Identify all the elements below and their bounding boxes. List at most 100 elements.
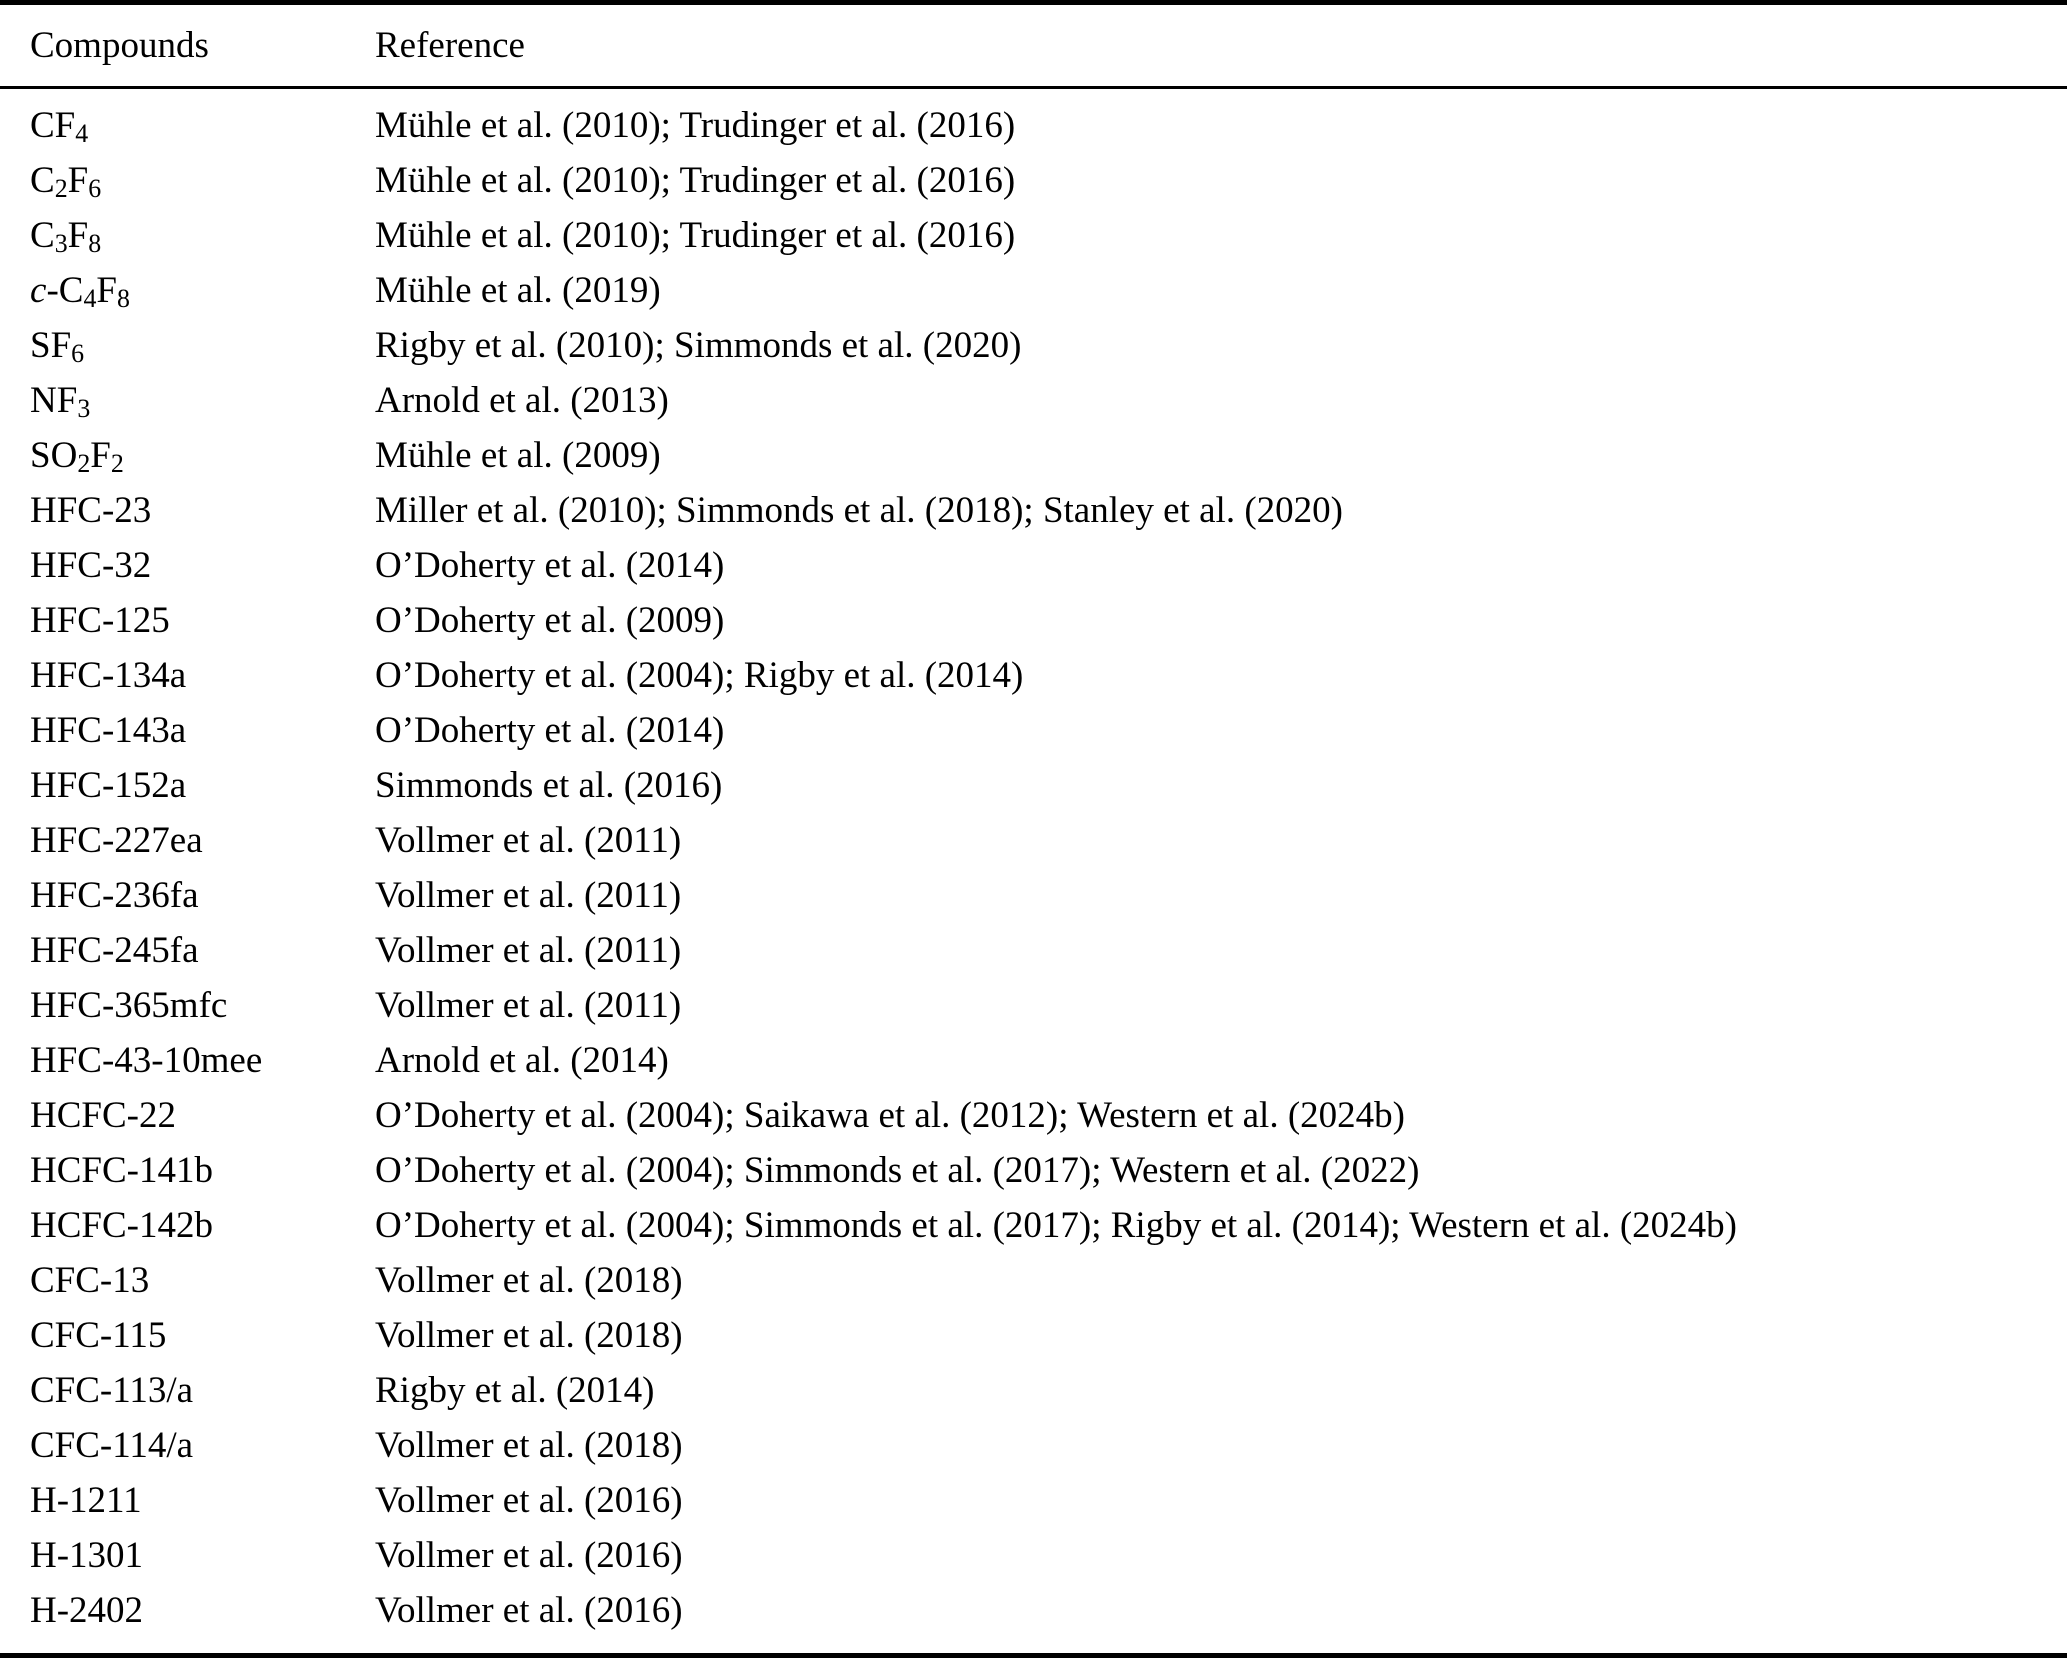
reference-cell: Arnold et al. (2013) [375,380,669,421]
reference-cell: O’Doherty et al. (2014) [375,545,725,586]
compound-cell: CFC-13 [30,1259,375,1302]
reference-cell: Mühle et al. (2009) [375,435,661,476]
compound-subscript: 8 [116,283,130,313]
reference-cell: Mühle et al. (2019) [375,270,661,311]
reference-cell: Arnold et al. (2014) [375,1040,669,1081]
reference-cell: Vollmer et al. (2011) [375,820,682,861]
compound-cell: CFC-114/a [30,1424,375,1467]
compound-text: CF [30,105,76,146]
table-row: HCFC-141b O’Doherty et al. (2004); Simmo… [0,1143,2067,1198]
compound-text: HFC-365mfc [30,985,228,1026]
compound-subscript: 3 [77,393,91,423]
compound-cell: H-2402 [30,1589,375,1632]
compound-cell: c-C4F8 [30,269,375,313]
compound-subscript: 2 [54,173,68,203]
compound-text: HFC-152a [30,765,187,806]
table-row: HCFC-22 O’Doherty et al. (2004); Saikawa… [0,1088,2067,1143]
compound-text: HFC-134a [30,655,187,696]
reference-cell: O’Doherty et al. (2009) [375,600,725,641]
column-header-reference: Reference [375,25,525,66]
compound-subscript: 4 [83,283,97,313]
compound-cell: C2F6 [30,159,375,203]
compound-text: HFC-32 [30,545,152,586]
compound-cell: SO2F2 [30,434,375,478]
compound-text: -C [46,270,84,311]
reference-cell: Simmonds et al. (2016) [375,765,723,806]
table-row: HFC-236fa Vollmer et al. (2011) [0,868,2067,923]
compound-text: F [96,270,117,311]
table-row: CFC-114/a Vollmer et al. (2018) [0,1418,2067,1473]
table-row: C2F6 Mühle et al. (2010); Trudinger et a… [0,153,2067,208]
reference-cell: Mühle et al. (2010); Trudinger et al. (2… [375,215,1016,256]
compound-text: c [30,270,47,311]
compound-cell: HCFC-22 [30,1094,375,1137]
compound-cell: HFC-43-10mee [30,1039,375,1082]
compound-cell: HFC-152a [30,764,375,807]
table-row: CFC-115 Vollmer et al. (2018) [0,1308,2067,1363]
compound-text: F [67,160,89,201]
compound-text: HFC-143a [30,710,187,751]
compound-text: H-1211 [30,1480,142,1521]
compound-text: F [90,435,111,476]
compound-text: HFC-236fa [30,875,199,916]
compound-subscript: 2 [110,448,124,478]
reference-cell: O’Doherty et al. (2014) [375,710,725,751]
compound-cell: NF3 [30,379,375,423]
compound-subscript: 2 [77,448,91,478]
compound-text: H-2402 [30,1590,144,1631]
table-row: H-1301 Vollmer et al. (2016) [0,1528,2067,1583]
compound-text: HFC-43-10mee [30,1040,263,1081]
compound-cell: CFC-115 [30,1314,375,1357]
reference-cell: O’Doherty et al. (2004); Rigby et al. (2… [375,655,1024,696]
reference-cell: Vollmer et al. (2016) [375,1480,683,1521]
compound-cell: HCFC-141b [30,1149,375,1192]
table-row: HFC-227ea Vollmer et al. (2011) [0,813,2067,868]
table-row: C3F8 Mühle et al. (2010); Trudinger et a… [0,208,2067,263]
compound-text: SO [30,435,78,476]
table-row: CF4 Mühle et al. (2010); Trudinger et al… [0,98,2067,153]
column-header-compounds: Compounds [30,25,209,66]
compound-cell: H-1211 [30,1479,375,1522]
compound-text: CFC-115 [30,1315,167,1356]
compound-cell: HFC-32 [30,544,375,587]
compound-cell: HFC-23 [30,489,375,532]
table-body: CF4 Mühle et al. (2010); Trudinger et al… [0,89,2067,1638]
compound-cell: CFC-113/a [30,1369,375,1412]
table-row: SF6 Rigby et al. (2010); Simmonds et al.… [0,318,2067,373]
reference-cell: Vollmer et al. (2016) [375,1535,683,1576]
reference-cell: Vollmer et al. (2011) [375,875,682,916]
compound-text: HCFC-142b [30,1205,213,1246]
table-row: HFC-134a O’Doherty et al. (2004); Rigby … [0,648,2067,703]
compound-text: CFC-113/a [30,1370,194,1411]
compound-cell: HFC-125 [30,599,375,642]
compound-text: HCFC-141b [30,1150,213,1191]
compound-text: H-1301 [30,1535,144,1576]
compound-cell: HFC-236fa [30,874,375,917]
reference-cell: Vollmer et al. (2016) [375,1590,683,1631]
compound-cell: HFC-245fa [30,929,375,972]
table-top-rule [0,0,2067,5]
table-row: HFC-365mfc Vollmer et al. (2011) [0,978,2067,1033]
table-row: CFC-13 Vollmer et al. (2018) [0,1253,2067,1308]
compound-text: HFC-23 [30,490,152,531]
reference-cell: Mühle et al. (2010); Trudinger et al. (2… [375,160,1016,201]
reference-cell: Mühle et al. (2010); Trudinger et al. (2… [375,105,1016,146]
compound-cell: HFC-227ea [30,819,375,862]
reference-cell: O’Doherty et al. (2004); Simmonds et al.… [375,1150,1420,1191]
header-separator-rule [0,86,2067,89]
compound-cell: HCFC-142b [30,1204,375,1247]
compound-text: NF [30,380,78,421]
table-row: HFC-152a Simmonds et al. (2016) [0,758,2067,813]
compound-subscript: 6 [88,173,102,203]
reference-cell: Miller et al. (2010); Simmonds et al. (2… [375,490,1343,531]
compound-cell: HFC-134a [30,654,375,697]
compound-cell: CF4 [30,104,375,148]
reference-cell: O’Doherty et al. (2004); Saikawa et al. … [375,1095,1405,1136]
reference-cell: Vollmer et al. (2018) [375,1260,683,1301]
reference-cell: Vollmer et al. (2018) [375,1315,683,1356]
compound-text: HFC-245fa [30,930,199,971]
table-row: NF3 Arnold et al. (2013) [0,373,2067,428]
reference-cell: Vollmer et al. (2018) [375,1425,683,1466]
table-row: CFC-113/a Rigby et al. (2014) [0,1363,2067,1418]
table-row: HFC-43-10mee Arnold et al. (2014) [0,1033,2067,1088]
